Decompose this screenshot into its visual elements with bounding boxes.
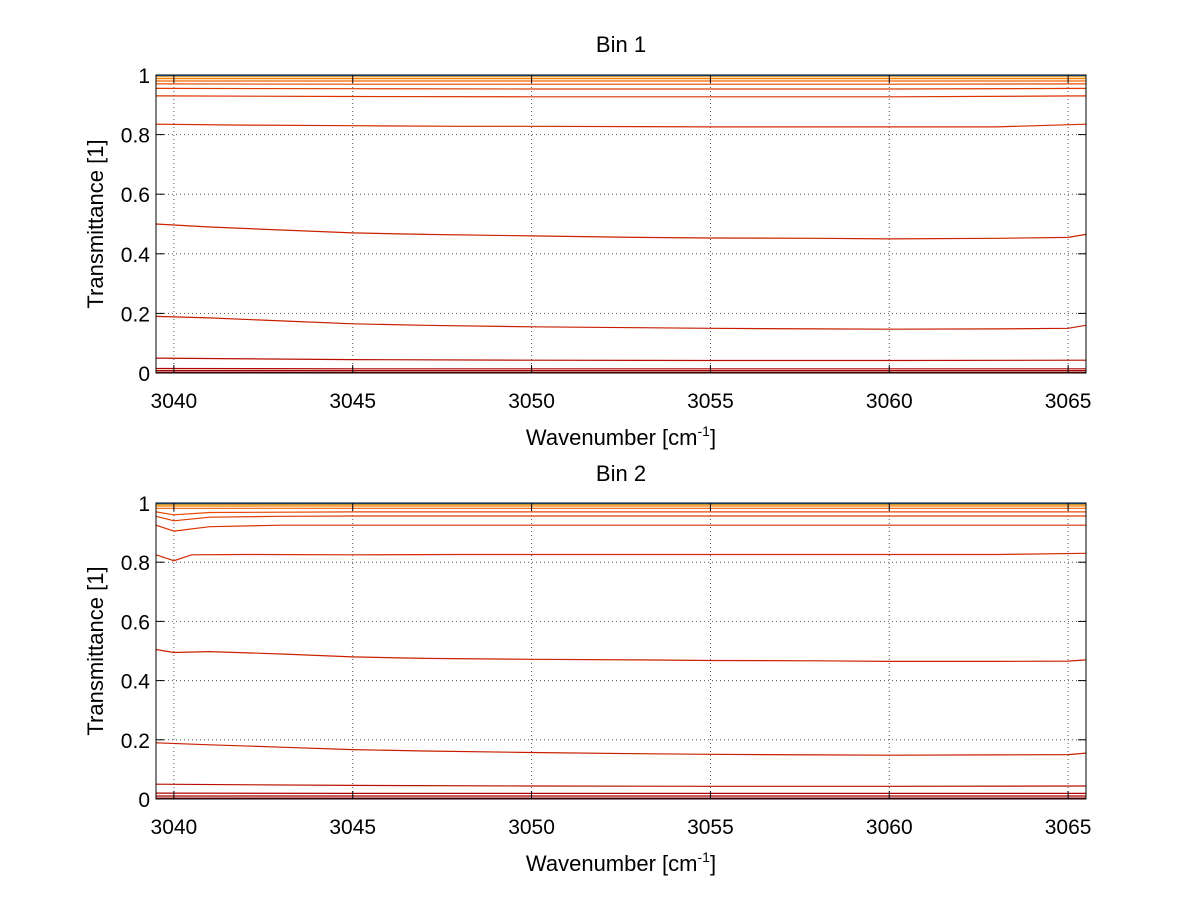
- series-line-8: [155, 524, 1086, 532]
- axes-box: [155, 74, 1087, 374]
- x-tick-label: 3045: [329, 816, 376, 839]
- series-line-6: [155, 223, 1087, 240]
- x-axis-label: Wavenumber [cm-1]: [526, 849, 716, 876]
- x-tick-label: 3055: [687, 816, 734, 839]
- y-tick-labels: 0 0.2 0.4 0.6 0.8 1: [121, 493, 151, 812]
- series-line-10: [155, 511, 1086, 516]
- y-tick-label: 0.4: [121, 671, 151, 694]
- y-tick-label: 0.8: [121, 125, 150, 148]
- series-line-9: [155, 87, 1087, 90]
- series-line-8: [155, 95, 1087, 98]
- axes-box: [155, 502, 1087, 800]
- series-line-7: [155, 123, 1087, 128]
- y-axis-label: Transmittance [1]: [83, 566, 108, 735]
- series-line-4: [155, 783, 1087, 787]
- series-line-6: [155, 648, 1087, 663]
- series-line-7: [155, 552, 1087, 562]
- y-tick-label: 0.2: [121, 303, 150, 326]
- series-group: [155, 74, 1087, 373]
- x-tick-label: 3040: [151, 816, 198, 839]
- tick-marks: [156, 74, 1086, 374]
- series-line-5: [155, 315, 1087, 330]
- subplot-bin-1: Bin 1 3040 3045 3050 3055 3060 3065 0 0.2 0.4 0.…: [83, 32, 1091, 450]
- y-tick-label: 0.6: [121, 184, 150, 207]
- y-tick-label: 1: [138, 65, 150, 88]
- y-tick-labels: 0 0.2 0.4 0.6 0.8 1: [121, 65, 151, 386]
- y-tick-label: 0: [138, 363, 150, 386]
- y-tick-label: 0.6: [121, 611, 150, 634]
- x-tick-label: 3050: [508, 390, 555, 413]
- x-tick-label: 3045: [329, 390, 376, 413]
- y-axis-label: Transmittance [1]: [83, 139, 108, 308]
- x-tick-label: 3065: [1045, 816, 1092, 839]
- x-axis-label: Wavenumber [cm-1]: [526, 423, 716, 450]
- y-tick-label: 0.2: [121, 730, 150, 753]
- series-line-9: [155, 515, 1086, 522]
- x-tick-label: 3055: [687, 390, 734, 413]
- y-tick-label: 0.4: [121, 244, 151, 267]
- series-group: [155, 503, 1087, 799]
- subplot-bin-2: Bin 2 3040 3045 3050 3055 3060 3065 0 0.2 0.4 0.…: [83, 461, 1091, 876]
- x-tick-label: 3060: [866, 390, 913, 413]
- tick-marks: [156, 502, 1086, 800]
- chart-title: Bin 2: [596, 461, 646, 486]
- series-line-4: [155, 357, 1087, 362]
- chart-title: Bin 1: [596, 32, 646, 57]
- series-line-5: [155, 742, 1087, 756]
- x-tick-label: 3050: [508, 816, 555, 839]
- y-tick-label: 1: [138, 493, 150, 516]
- x-tick-label: 3060: [866, 816, 913, 839]
- x-tick-labels: 3040 3045 3050 3055 3060 3065: [151, 816, 1092, 839]
- y-tick-label: 0.8: [121, 552, 150, 575]
- x-tick-labels: 3040 3045 3050 3055 3060 3065: [151, 390, 1092, 413]
- x-tick-label: 3040: [151, 390, 198, 413]
- x-tick-label: 3065: [1045, 390, 1092, 413]
- y-tick-label: 0: [138, 789, 150, 812]
